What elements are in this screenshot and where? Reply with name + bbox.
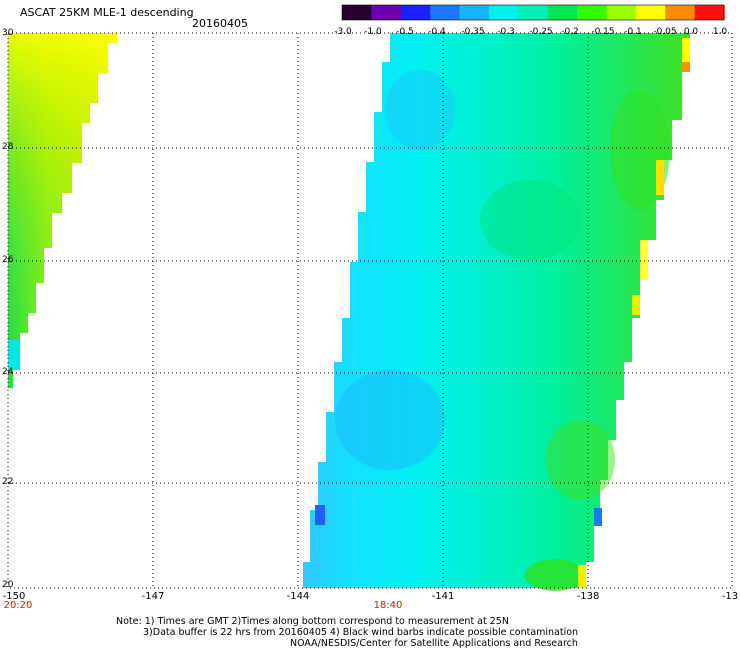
colorbar-label: -0.35 — [461, 27, 485, 37]
colorbar-swatch — [488, 5, 519, 20]
colorbar-swatch — [694, 5, 725, 20]
colorbar-label: 0.0 — [683, 27, 699, 37]
map-grid — [7, 32, 733, 589]
colorbar-label: -0.1 — [624, 27, 642, 37]
colorbar-frame — [341, 4, 725, 21]
note-line-1: Note: 1) Times are GMT 2)Times along bot… — [116, 616, 509, 627]
colorbar-label: -0.05 — [653, 27, 677, 37]
lat-label: 22 — [2, 477, 14, 487]
right-swath — [303, 33, 690, 591]
lon-label: -150 — [2, 591, 26, 602]
chart-date: 20160405 — [192, 17, 248, 30]
lon-label: -144 — [286, 591, 310, 602]
pass-time-label: 20:20 — [3, 600, 33, 611]
colorbar-label: -0.15 — [591, 27, 615, 37]
colorbar-swatch — [606, 5, 637, 20]
chart-title: ASCAT 25KM MLE-1 descending — [20, 6, 194, 19]
colorbar-swatch — [665, 5, 696, 20]
lon-label: -141 — [431, 591, 455, 602]
colorbar-swatch — [577, 5, 608, 20]
colorbar-label: -1.0 — [364, 27, 382, 37]
pass-time-label: 18:40 — [373, 600, 403, 611]
colorbar-label: -0.5 — [396, 27, 414, 37]
colorbar-swatch — [342, 5, 372, 20]
colorbar — [341, 4, 725, 21]
note-line-3: NOAA/NESDIS/Center for Satellite Applica… — [290, 638, 578, 649]
colorbar-swatch — [400, 5, 431, 20]
colorbar-label: -0.25 — [529, 27, 553, 37]
colorbar-label: -0.4 — [428, 27, 446, 37]
lat-label: 20 — [2, 580, 14, 590]
colorbar-label: 1.0 — [712, 27, 728, 37]
lon-label: -138 — [576, 591, 600, 602]
colorbar-label: -0.3 — [497, 27, 515, 37]
colorbar-swatch — [518, 5, 549, 20]
note-line-2: 3)Data buffer is 22 hrs from 20160405 4)… — [143, 627, 579, 638]
lat-label: 28 — [2, 142, 14, 152]
colorbar-swatch — [430, 5, 461, 20]
lat-label: 30 — [2, 28, 14, 38]
lat-label: 24 — [2, 367, 14, 377]
colorbar-swatch — [635, 5, 666, 20]
left-swath — [8, 33, 117, 388]
colorbar-swatch — [371, 5, 402, 20]
colorbar-label: -3.0 — [334, 27, 352, 37]
colorbar-swatch — [459, 5, 490, 20]
lat-label: 26 — [2, 255, 14, 265]
lon-label: -13 — [721, 591, 739, 602]
colorbar-swatch — [547, 5, 578, 20]
lon-label: -147 — [141, 591, 165, 602]
colorbar-label: -0.2 — [561, 27, 579, 37]
